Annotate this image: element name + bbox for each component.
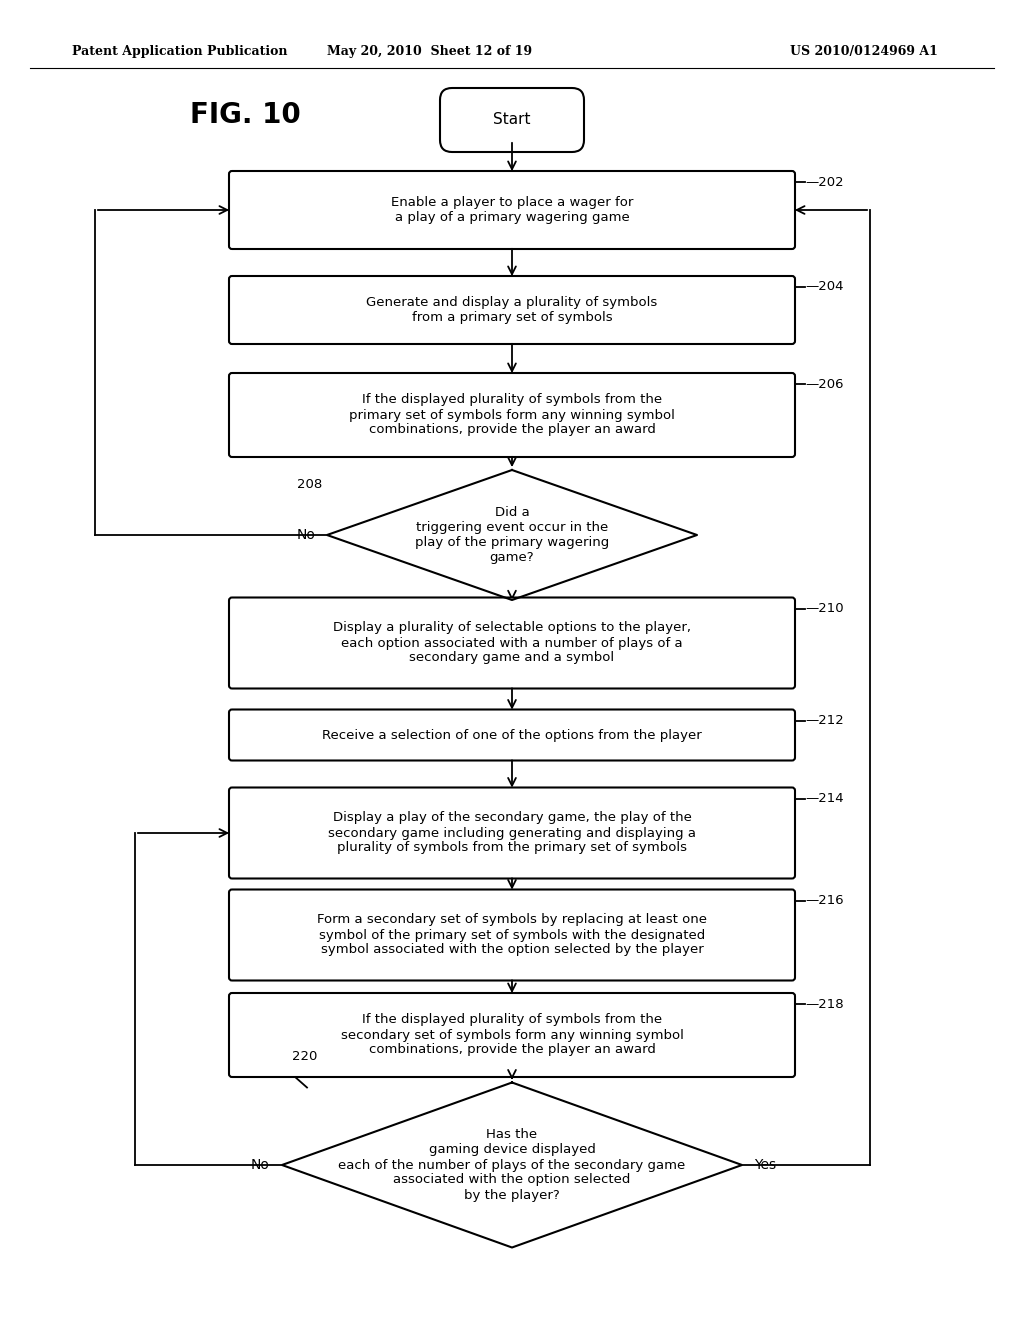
Text: Start: Start [494,112,530,128]
Text: —206: —206 [805,378,844,391]
Text: —216: —216 [805,894,844,907]
FancyBboxPatch shape [229,374,795,457]
Text: If the displayed plurality of symbols from the
secondary set of symbols form any: If the displayed plurality of symbols fr… [341,1014,683,1056]
FancyBboxPatch shape [229,993,795,1077]
Text: May 20, 2010  Sheet 12 of 19: May 20, 2010 Sheet 12 of 19 [328,45,532,58]
Text: Patent Application Publication: Patent Application Publication [72,45,288,58]
Text: —202: —202 [805,176,844,189]
Text: If the displayed plurality of symbols from the
primary set of symbols form any w: If the displayed plurality of symbols fr… [349,393,675,437]
FancyBboxPatch shape [229,598,795,689]
FancyBboxPatch shape [440,88,584,152]
Text: —218: —218 [805,998,844,1011]
Text: —210: —210 [805,602,844,615]
FancyBboxPatch shape [229,172,795,249]
Text: 220: 220 [292,1049,317,1063]
Text: —214: —214 [805,792,844,805]
Text: FIG. 10: FIG. 10 [189,102,300,129]
Text: Display a plurality of selectable options to the player,
each option associated : Display a plurality of selectable option… [333,622,691,664]
Polygon shape [282,1082,742,1247]
Text: 208: 208 [297,479,322,491]
Text: Generate and display a plurality of symbols
from a primary set of symbols: Generate and display a plurality of symb… [367,296,657,323]
Text: Enable a player to place a wager for
a play of a primary wagering game: Enable a player to place a wager for a p… [391,195,633,224]
Text: —204: —204 [805,281,844,293]
FancyBboxPatch shape [229,890,795,981]
Text: Receive a selection of one of the options from the player: Receive a selection of one of the option… [323,729,701,742]
Text: US 2010/0124969 A1: US 2010/0124969 A1 [790,45,938,58]
FancyBboxPatch shape [229,276,795,345]
Text: No: No [296,528,315,543]
Text: No: No [251,1158,270,1172]
Text: Did a
triggering event occur in the
play of the primary wagering
game?: Did a triggering event occur in the play… [415,506,609,564]
Text: Form a secondary set of symbols by replacing at least one
symbol of the primary : Form a secondary set of symbols by repla… [317,913,707,957]
Text: Display a play of the secondary game, the play of the
secondary game including g: Display a play of the secondary game, th… [328,812,696,854]
Text: Yes: Yes [754,1158,776,1172]
Text: Yes: Yes [501,616,523,630]
FancyBboxPatch shape [229,788,795,879]
FancyBboxPatch shape [229,710,795,760]
Polygon shape [327,470,697,601]
Text: —212: —212 [805,714,844,727]
Text: Has the
gaming device displayed
each of the number of plays of the secondary gam: Has the gaming device displayed each of … [338,1129,686,1201]
